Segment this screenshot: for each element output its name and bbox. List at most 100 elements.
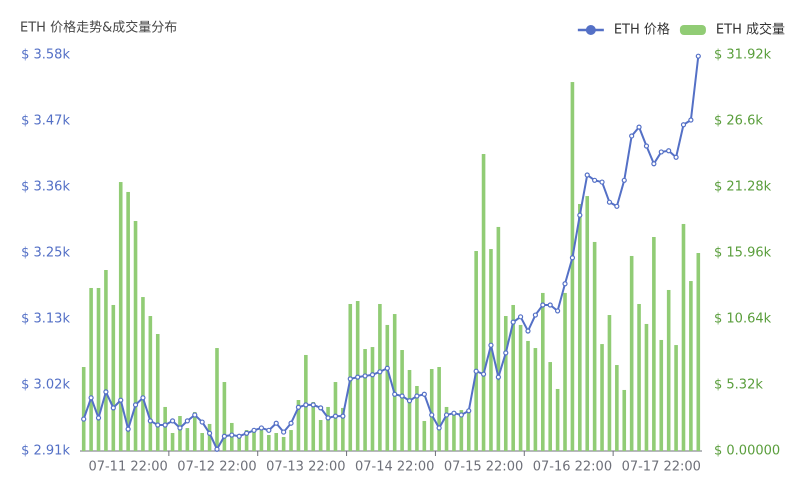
bar — [459, 410, 464, 451]
price-point — [421, 391, 427, 397]
price-point — [406, 398, 413, 404]
price-point — [266, 427, 272, 433]
price-point — [103, 389, 109, 395]
bar — [267, 434, 271, 451]
price-point — [599, 179, 605, 185]
bar — [696, 253, 701, 451]
x-tick-label: 07-17 22:00 — [622, 460, 701, 475]
legend-label: ETH 成交量 — [716, 22, 785, 38]
bar — [178, 416, 182, 451]
y-tick-label: $ 3.25k — [21, 246, 70, 261]
price-point — [281, 429, 287, 435]
y-tick-label: $ 3.58k — [21, 48, 70, 63]
price-point — [414, 393, 420, 399]
price-point — [258, 425, 265, 431]
price-point — [629, 133, 635, 139]
bar — [489, 249, 493, 451]
bar — [607, 315, 612, 451]
x-tick-label: 07-15 22:00 — [444, 460, 523, 475]
bar — [548, 362, 553, 451]
y-tick-label: $ 3.36k — [21, 179, 70, 194]
x-tick-label: 07-11 22:00 — [88, 460, 167, 475]
bar — [481, 154, 486, 451]
x-tick-label: 07-13 22:00 — [266, 460, 345, 475]
bar — [511, 304, 515, 451]
bar — [681, 223, 686, 451]
price-point — [169, 418, 176, 424]
price-point — [377, 369, 383, 375]
bar — [622, 389, 627, 451]
bar — [192, 412, 197, 451]
price-point — [540, 302, 546, 308]
price-point — [184, 418, 190, 424]
chart-title: ETH 价格走势&成交量分布 — [20, 20, 177, 36]
price-point — [155, 422, 161, 428]
bar — [378, 303, 382, 451]
bar — [237, 436, 242, 451]
bar — [422, 420, 427, 451]
y-tick-label: $ 2.91k — [21, 444, 70, 459]
bar — [215, 348, 219, 451]
y-tick-label: $ 3.13k — [21, 312, 70, 327]
price-point — [332, 413, 339, 419]
price-point — [118, 397, 124, 403]
bar — [296, 400, 301, 451]
bar — [318, 419, 323, 451]
bar — [629, 255, 634, 451]
price-point — [436, 425, 442, 431]
price-point — [303, 402, 309, 408]
price-point — [562, 281, 568, 287]
bar — [81, 367, 86, 451]
price-point — [451, 410, 457, 416]
bar — [363, 349, 367, 451]
price-point — [584, 172, 590, 178]
price-point — [221, 433, 227, 439]
price-point — [325, 415, 331, 421]
bar — [533, 348, 538, 451]
price-point — [140, 395, 146, 401]
bar — [133, 220, 138, 451]
price-point — [392, 391, 398, 397]
price-point — [592, 177, 598, 183]
bar — [578, 203, 582, 451]
price-point — [503, 350, 509, 356]
bar — [652, 236, 656, 451]
bar — [185, 428, 190, 451]
price-point — [310, 402, 316, 408]
bar — [637, 303, 641, 451]
price-point — [369, 372, 376, 378]
bar — [659, 339, 664, 451]
bar — [400, 350, 404, 451]
price-point — [429, 412, 435, 418]
price-point — [658, 149, 664, 155]
bar — [141, 297, 145, 451]
legend-icon — [687, 25, 698, 35]
price-point — [688, 117, 694, 123]
price-point — [399, 393, 405, 399]
price-point — [273, 420, 279, 426]
bar — [289, 430, 293, 451]
y2-tick-label: $ 0.00000 — [714, 444, 780, 459]
price-point — [488, 342, 494, 348]
price-point — [199, 419, 205, 425]
price-point — [525, 328, 531, 334]
bar — [555, 388, 560, 451]
price-point — [555, 308, 561, 314]
price-point — [206, 430, 213, 436]
price-point — [229, 432, 235, 438]
bar — [126, 191, 130, 451]
y2-tick-label: $ 26.6k — [714, 114, 763, 129]
bar — [89, 287, 93, 451]
price-point — [473, 368, 479, 374]
price-point — [466, 408, 472, 414]
price-point — [643, 143, 650, 149]
bar — [148, 316, 153, 451]
bar — [689, 281, 693, 451]
bar — [222, 382, 227, 451]
y2-tick-label: $ 10.64k — [714, 312, 772, 327]
x-tick-label: 07-12 22:00 — [177, 460, 256, 475]
bar — [496, 226, 501, 451]
price-point — [88, 395, 94, 401]
y2-tick-label: $ 21.28k — [714, 180, 772, 195]
bar — [600, 344, 604, 451]
